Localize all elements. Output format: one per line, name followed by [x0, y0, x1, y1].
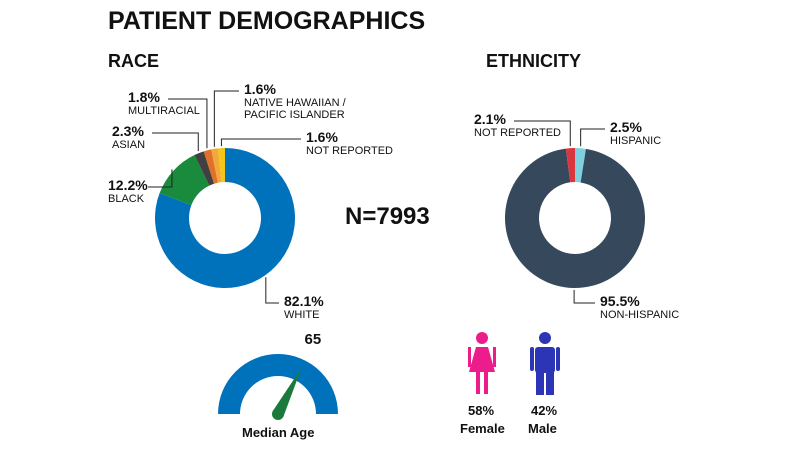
- icon-head: [539, 332, 551, 344]
- category-label: Male: [528, 421, 557, 436]
- gender-icon: [530, 332, 560, 395]
- category-label: HISPANIC: [610, 135, 662, 147]
- donut-slice: [211, 148, 222, 183]
- value-label: 1.8%: [128, 89, 160, 105]
- leader-line: [148, 169, 173, 188]
- value-label: 1.6%: [244, 81, 276, 97]
- category-label: BLACK: [108, 193, 145, 205]
- leader-line: [152, 132, 199, 152]
- icon-arm: [493, 347, 496, 367]
- category-label: MULTIRACIAL: [128, 105, 200, 117]
- icon-leg: [536, 371, 544, 395]
- donut-slice: [505, 148, 645, 288]
- category-label: WHITE: [284, 309, 320, 321]
- value-label: 58%: [468, 403, 495, 418]
- gauge-needle: [272, 367, 302, 417]
- donut-slice: [159, 155, 210, 206]
- leader-line: [580, 128, 605, 147]
- leader-line: [168, 98, 208, 149]
- category-label: Female: [460, 421, 505, 436]
- donut-slice: [565, 148, 575, 183]
- value-label: 2.1%: [474, 111, 506, 127]
- chart-title: ETHNICITY: [486, 51, 582, 71]
- icon-leg: [476, 372, 480, 394]
- icon-arm: [556, 347, 560, 371]
- gender-icon: [468, 332, 496, 394]
- category-label: NON-HISPANIC: [600, 309, 680, 321]
- category-label: ASIAN: [112, 139, 146, 151]
- needle-hub: [272, 408, 284, 420]
- value-label: 95.5%: [600, 293, 640, 309]
- gauge-arc: [218, 354, 338, 414]
- donut-slice: [154, 148, 295, 289]
- n-label: N=7993: [345, 203, 430, 230]
- icon-arm: [468, 347, 471, 367]
- value-label: 42%: [531, 403, 558, 418]
- icon-body: [535, 347, 555, 373]
- gauge-title: Median Age: [242, 425, 315, 440]
- icon-head: [476, 332, 488, 344]
- value-label: 12.2%: [108, 177, 148, 193]
- icon-leg: [484, 372, 488, 394]
- value-label: 2.5%: [610, 119, 642, 135]
- donut-slice: [218, 148, 225, 183]
- leader-line: [265, 277, 279, 304]
- category-label: NOT REPORTED: [306, 145, 393, 157]
- value-label: 82.1%: [284, 293, 324, 309]
- category-label: NOT REPORTED: [474, 127, 561, 139]
- icon-arm: [530, 347, 534, 371]
- donut-slice: [575, 148, 586, 183]
- leader-line: [573, 289, 595, 304]
- page-title: PATIENT DEMOGRAPHICS: [108, 7, 426, 35]
- value-label: 1.6%: [306, 129, 338, 145]
- leader-line: [514, 120, 571, 147]
- leader-line: [213, 90, 239, 147]
- leader-line: [220, 138, 301, 147]
- category-label: NATIVE HAWAIIAN / PACIFIC ISLANDER: [244, 97, 346, 122]
- donut-slice: [203, 149, 218, 184]
- donut-slice: [194, 151, 215, 186]
- icon-leg: [546, 371, 554, 395]
- chart-title: RACE: [108, 51, 160, 71]
- value-label: 2.3%: [112, 123, 144, 139]
- icon-body: [469, 347, 495, 372]
- gauge-value: 65: [304, 331, 322, 349]
